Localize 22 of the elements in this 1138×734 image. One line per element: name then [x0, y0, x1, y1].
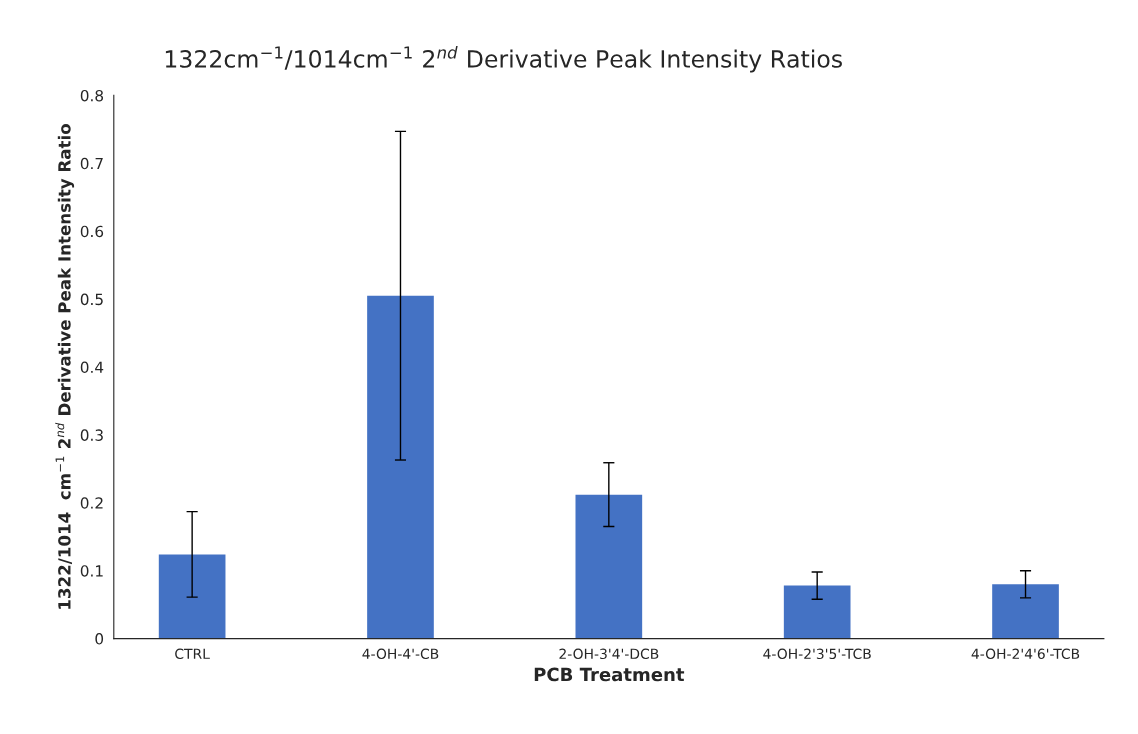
- x-axis-title: PCB Treatment: [534, 667, 685, 682]
- bar: [575, 494, 643, 639]
- y-tick-label: 0.5: [80, 293, 103, 306]
- y-tick-label: 0.3: [80, 429, 103, 441]
- bar: [158, 554, 226, 639]
- y-tick-label: 0.6: [80, 225, 104, 238]
- y-tick-label: 0.7: [80, 157, 103, 170]
- bar: [992, 584, 1059, 639]
- y-tick-label: 0: [95, 633, 104, 645]
- bar: [783, 585, 851, 639]
- x-tick-label: 4-OH-2'3'5'-TCB: [763, 648, 871, 660]
- y-tick-label: 0.8: [80, 89, 104, 102]
- y-axis-title: 1322/1014 cm$^{−1}$ 2$^{nd}$ Derivative Peak Intensity Ratio: [55, 124, 75, 609]
- x-tick-label: 4-OH-2'4'6'-TCB: [971, 648, 1080, 660]
- y-tick-label: 0.1: [80, 565, 103, 577]
- y-tick-label: 0.4: [80, 361, 104, 374]
- x-tick-label: 4-OH-4'-CB: [362, 648, 439, 660]
- chart-title: 1322cm$^{−1}$/1014cm$^{−1}$ 2$^{nd}$ Derivative Peak Intensity Ratios: [165, 45, 842, 73]
- bar: [367, 295, 434, 639]
- x-tick-label: 2-OH-3'4'-DCB: [559, 648, 659, 660]
- y-tick-label: 0.2: [80, 497, 103, 509]
- x-tick-label: CTRL: [175, 648, 210, 660]
